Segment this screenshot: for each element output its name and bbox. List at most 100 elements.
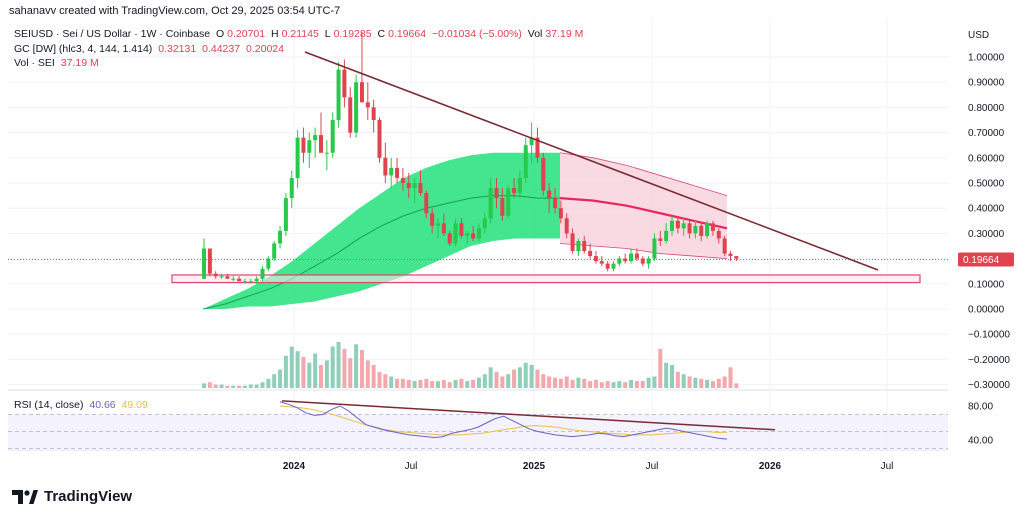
volume-bar [424, 378, 429, 388]
volume-bar [611, 382, 616, 388]
candle-body [506, 188, 511, 216]
volume-bar [383, 374, 388, 388]
candle-body [722, 238, 727, 254]
candle-body [248, 281, 253, 283]
high-value: 0.21145 [281, 28, 319, 40]
gc-value-2: 0.44237 [202, 43, 241, 55]
candle-body [219, 276, 224, 278]
candle-body [710, 223, 715, 231]
volume-bar [652, 376, 657, 388]
volume-bar [295, 351, 300, 388]
candle-body [652, 238, 657, 259]
candle-body [728, 253, 733, 257]
last-price-badge [958, 252, 1014, 267]
candle-body [535, 137, 540, 158]
volume-bar [459, 378, 464, 388]
volume-legend-label[interactable]: Vol · SEI [14, 57, 55, 69]
symbol-legend[interactable]: SEIUSD · Sei / US Dollar · 1W · Coinbase… [14, 28, 586, 40]
volume-bar [289, 346, 294, 388]
volume-bar [593, 379, 598, 388]
volume-bar [623, 382, 628, 388]
candle-body [447, 233, 452, 244]
gc-forward-mid [559, 197, 728, 230]
volume-bar [301, 356, 306, 388]
rsi-pane: 80.00 40.00 [8, 400, 993, 449]
time-tick-label: 2024 [283, 461, 306, 472]
time-tick-label: 2026 [759, 461, 782, 472]
candle-body [465, 233, 470, 236]
price-tick-label: 0.50000 [968, 179, 1005, 190]
candle-body [242, 281, 247, 283]
candle-body [564, 218, 569, 234]
candle-body [529, 137, 534, 146]
time-tick-label: Jul [881, 461, 894, 472]
candle-body [605, 263, 610, 269]
volume-bar [330, 346, 335, 388]
candle-body [623, 258, 628, 262]
rsi-value: 40.66 [89, 399, 116, 411]
volume-bar [529, 365, 534, 388]
volume-bar [266, 378, 271, 388]
price-axis[interactable]: USD 1.00000 0.90000 0.80000 0.70000 0.60000 0.… [8, 30, 1014, 391]
candle-body [476, 228, 481, 239]
candle-body [693, 225, 698, 234]
volume-bar [582, 378, 587, 388]
candle-body [687, 223, 692, 234]
volume-legend[interactable]: Vol · SEI 37.19 M [14, 57, 102, 69]
low-value: 0.19285 [333, 28, 372, 40]
candle-body [289, 177, 294, 199]
candle-body [430, 213, 435, 226]
volume-bar [395, 378, 400, 388]
volume-bar [231, 385, 236, 388]
volume-bar [202, 383, 206, 388]
volume-bar [629, 379, 634, 388]
candle-body [336, 69, 341, 120]
candle-body [658, 238, 663, 241]
volume-bar [430, 381, 435, 388]
volume-bar [254, 384, 259, 388]
candle-body [365, 102, 370, 108]
volume-bar [207, 382, 212, 388]
candle-body [295, 137, 300, 178]
price-tick-label: 0.00000 [968, 305, 1005, 316]
candle-body [634, 253, 639, 259]
price-tick-label: 0.30000 [968, 229, 1005, 240]
candle-body [500, 198, 505, 216]
price-tick-label: 0.40000 [968, 204, 1005, 215]
gc-label[interactable]: GC [DW] (hlc3, 4, 144, 1.414) [14, 43, 153, 55]
gc-forward-lower [559, 243, 728, 259]
candle-body [342, 69, 347, 98]
volume-bar [634, 381, 639, 388]
volume-bar [354, 344, 359, 388]
rsi-label[interactable]: RSI (14, close) [14, 399, 84, 411]
time-axis[interactable]: 2024 Jul 2025 Jul 2026 Jul [283, 461, 894, 472]
volume-bar [523, 362, 528, 388]
candle-body [547, 190, 552, 199]
volume-bar [248, 384, 253, 388]
candle-body [699, 225, 704, 236]
gc-legend[interactable]: GC [DW] (hlc3, 4, 144, 1.414) 0.32131 0.… [14, 43, 287, 55]
volume-bar [693, 377, 698, 388]
symbol-name[interactable]: SEIUSD · Sei / US Dollar · 1W · Coinbase [14, 28, 211, 40]
candle-body [354, 82, 359, 133]
volume-bar [465, 381, 470, 388]
candle-body [254, 278, 259, 282]
tradingview-brand[interactable]: TradingView [12, 488, 132, 505]
candle-body [558, 208, 563, 219]
volume-bar [371, 365, 376, 388]
change-value: −0.01034 (−5.00%) [431, 28, 522, 40]
low-label: L [324, 28, 331, 40]
candle-body [359, 82, 364, 103]
volume-bar [242, 385, 247, 388]
candle-body [664, 230, 669, 241]
candle-body [213, 273, 218, 277]
candle-body [593, 256, 598, 262]
candle-body [582, 240, 587, 252]
volume-bar [500, 376, 505, 388]
candle-body [488, 188, 493, 219]
volume-bar [710, 381, 715, 388]
volume-bar [482, 374, 487, 388]
volume-bar [506, 374, 511, 388]
rsi-legend[interactable]: RSI (14, close) 40.66 49.09 [14, 399, 151, 411]
